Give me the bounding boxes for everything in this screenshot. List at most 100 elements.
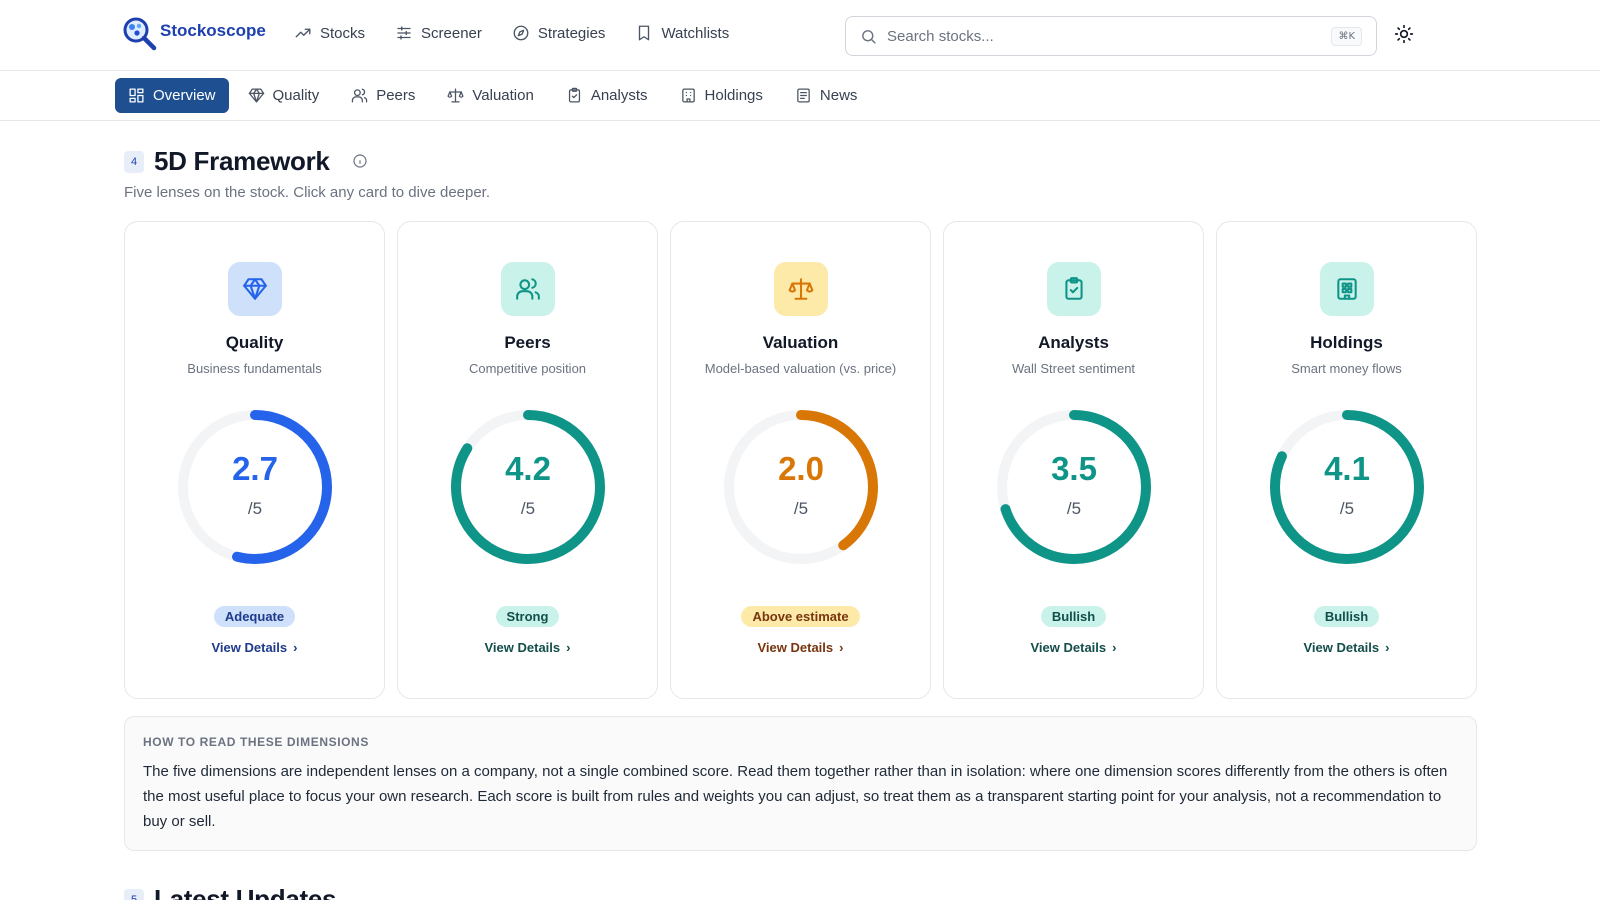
- card-description: Model-based valuation (vs. price): [704, 361, 897, 376]
- tab-label: Valuation: [472, 87, 534, 104]
- card-title: Valuation: [762, 333, 839, 352]
- info-button[interactable]: [340, 149, 368, 174]
- nav-label: Strategies: [537, 24, 606, 42]
- gauge-arc: [724, 410, 878, 564]
- search-input[interactable]: [887, 27, 1322, 45]
- nav-label: Screener: [421, 24, 482, 42]
- tab-news[interactable]: News: [782, 78, 871, 113]
- tab-label: News: [819, 87, 858, 104]
- tab-quality[interactable]: Quality: [235, 78, 333, 113]
- score-gauge: 4.1 /5: [1267, 407, 1427, 567]
- users-icon: [516, 278, 540, 300]
- building-icon: [681, 88, 695, 103]
- scale-icon: [788, 278, 814, 300]
- view-details-label: View Details: [1303, 640, 1380, 655]
- nav-strategies[interactable]: Strategies: [512, 24, 606, 42]
- status-badge: Strong: [495, 606, 560, 627]
- badge-wrap: Strong: [398, 606, 657, 627]
- nav-watchlists[interactable]: Watchlists: [635, 24, 729, 42]
- scale-icon: [447, 88, 464, 103]
- layout-grid-icon: [129, 88, 144, 103]
- score-out-of: /5: [793, 499, 809, 518]
- tab-peers[interactable]: Peers: [338, 78, 428, 113]
- magnifier-logo-icon: [123, 17, 157, 51]
- badge-wrap: Above estimate: [671, 606, 930, 627]
- nav-screener[interactable]: Screener: [395, 24, 482, 42]
- badge-wrap: Bullish: [944, 606, 1203, 627]
- users-icon: [351, 88, 368, 103]
- card-icon-tile: [228, 262, 282, 316]
- card-icon-tile: [1047, 262, 1101, 316]
- explainer-heading: HOW TO READ THESE DIMENSIONS: [143, 735, 369, 749]
- clipboard-check-icon: [1065, 277, 1083, 300]
- score-gauge: 2.7 /5: [175, 407, 335, 567]
- card-icon-tile: [501, 262, 555, 316]
- diamond-icon: [248, 88, 264, 103]
- view-details-link[interactable]: View Details ›: [1217, 640, 1476, 655]
- dimension-card-quality[interactable]: Quality Business fundamentals 2.7 /5 Ade…: [124, 221, 385, 699]
- brand-logo-link[interactable]: Stockoscope: [122, 16, 266, 52]
- framework-cards: Quality Business fundamentals 2.7 /5 Ade…: [124, 221, 1477, 699]
- dimension-card-valuation[interactable]: Valuation Model-based valuation (vs. pri…: [670, 221, 931, 699]
- tab-label: Holdings: [704, 87, 763, 104]
- score-value: 4.2: [505, 450, 551, 487]
- gauge-arc: [178, 410, 332, 564]
- card-description: Competitive position: [468, 361, 587, 376]
- score-out-of: /5: [1066, 499, 1082, 518]
- theme-toggle-button[interactable]: [1394, 24, 1418, 48]
- stock-sub-nav: Overview Quality Peers Valuation Analyst…: [0, 71, 1600, 121]
- score-value: 3.5: [1051, 450, 1097, 487]
- section-subtitle: Five lenses on the stock. Click any card…: [124, 184, 491, 201]
- nav-label: Watchlists: [661, 24, 730, 42]
- trending-up-icon: [295, 28, 311, 38]
- view-details-link[interactable]: View Details ›: [944, 640, 1203, 655]
- badge-wrap: Bullish: [1217, 606, 1476, 627]
- section-title: 5D Framework: [154, 146, 330, 176]
- nav-stocks[interactable]: Stocks: [294, 24, 365, 42]
- tab-holdings[interactable]: Holdings: [667, 78, 776, 113]
- tab-label: Overview: [153, 87, 216, 104]
- keyboard-shortcut-hint: ⌘K: [1331, 26, 1362, 46]
- tab-label: Analysts: [590, 87, 648, 104]
- building-icon: [1337, 278, 1357, 300]
- card-description: Smart money flows: [1291, 361, 1402, 376]
- score-value: 2.0: [778, 450, 824, 487]
- top-navbar: Stockoscope Stocks Screener Strategies W…: [0, 0, 1600, 71]
- dimension-card-holdings[interactable]: Holdings Smart money flows 4.1 /5 Bullis…: [1216, 221, 1477, 699]
- search-icon: [862, 29, 876, 44]
- tab-overview[interactable]: Overview: [115, 78, 229, 113]
- section-number-badge: 5: [124, 888, 144, 900]
- newspaper-icon: [797, 88, 810, 103]
- score-gauge: 2.0 /5: [721, 407, 881, 567]
- tab-analysts[interactable]: Analysts: [553, 78, 661, 113]
- chevron-right-icon: ›: [1112, 640, 1117, 655]
- score-out-of: /5: [247, 499, 263, 518]
- view-details-link[interactable]: View Details ›: [125, 640, 384, 655]
- score-out-of: /5: [1339, 499, 1355, 518]
- card-icon-tile: [1320, 262, 1374, 316]
- main-nav: Stocks Screener Strategies Watchlists: [294, 24, 729, 42]
- score-value: 4.1: [1324, 450, 1370, 487]
- tab-valuation[interactable]: Valuation: [434, 78, 546, 113]
- clipboard-check-icon: [568, 87, 580, 103]
- diamond-icon: [243, 278, 267, 300]
- card-description: Business fundamentals: [187, 361, 322, 376]
- gauge-arc: [1270, 410, 1424, 564]
- framework-header: 4 5D Framework: [124, 146, 368, 177]
- view-details-link[interactable]: View Details ›: [671, 640, 930, 655]
- dimension-card-analysts[interactable]: Analysts Wall Street sentiment 3.5 /5 Bu…: [943, 221, 1204, 699]
- view-details-label: View Details: [1030, 640, 1107, 655]
- view-details-link[interactable]: View Details ›: [398, 640, 657, 655]
- status-badge: Adequate: [213, 606, 296, 627]
- view-details-label: View Details: [211, 640, 288, 655]
- gauge-arc: [997, 410, 1151, 564]
- tab-label: Quality: [272, 87, 320, 104]
- score-value: 2.7: [232, 450, 278, 487]
- dimension-card-peers[interactable]: Peers Competitive position 4.2 /5 Strong…: [397, 221, 658, 699]
- card-title: Holdings: [1310, 333, 1383, 352]
- latest-updates-header: 5 Latest Updates: [124, 884, 336, 900]
- score-out-of: /5: [520, 499, 536, 518]
- search-box[interactable]: ⌘K: [845, 16, 1377, 56]
- sun-icon: [1394, 24, 1414, 44]
- section-number-badge: 4: [124, 150, 144, 173]
